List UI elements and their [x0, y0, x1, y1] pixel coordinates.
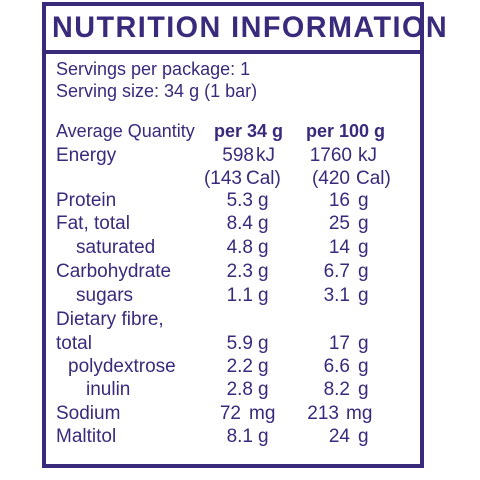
per-100g-value: 24 [328, 426, 350, 447]
per-100g-value: 3.1 [323, 285, 350, 306]
row-label: total [56, 333, 92, 354]
row-label: Dietary fibre, [56, 309, 164, 330]
per-100g-value: (420 [311, 168, 350, 189]
panel-title: NUTRITION INFORMATION [52, 11, 449, 44]
per-serving-value: 2.2 [226, 356, 253, 377]
row-label: Fat, total [56, 213, 130, 234]
per-100g-unit: Cal) [356, 168, 391, 189]
per-serving-value: 1.1 [226, 285, 253, 306]
per-serving-value: 8.4 [226, 213, 253, 234]
per-serving-unit: g [258, 356, 269, 377]
per-100g-unit: g [358, 356, 369, 377]
per-serving-unit: g [258, 213, 269, 234]
per-serving-value: 72 [219, 403, 241, 424]
per-100g-unit: mg [346, 403, 373, 424]
row-label: Energy [56, 145, 117, 166]
per-100g-value: 1760 [309, 145, 352, 166]
per-100g-value: 17 [328, 333, 350, 354]
per-100g-unit: g [358, 333, 369, 354]
servings-per-package: Servings per package: 1 [56, 59, 251, 79]
per-serving-unit: g [258, 285, 269, 306]
per-100g-unit: g [358, 213, 369, 234]
per-serving-value: 5.9 [226, 333, 253, 354]
per-100g-value: 14 [328, 237, 350, 258]
per-100g-value: 8.2 [323, 379, 350, 400]
per-100g-unit: g [358, 190, 369, 211]
per-serving-unit: g [258, 261, 269, 282]
per-serving-unit: g [258, 379, 269, 400]
per-serving-unit: Cal) [246, 168, 281, 189]
serving-size: Serving size: 34 g (1 bar) [56, 81, 258, 101]
row-label: polydextrose [68, 356, 176, 377]
row-label: inulin [86, 379, 131, 400]
row-label: Maltitol [56, 426, 117, 447]
per-100g-value: 25 [328, 213, 350, 234]
per-serving-unit: g [258, 237, 269, 258]
per-serving-unit: g [258, 190, 269, 211]
per-serving-value: 598 [222, 145, 254, 166]
row-label: Sodium [56, 403, 121, 424]
per-serving-unit: g [258, 333, 269, 354]
per-100g-unit: kJ [358, 145, 377, 166]
per-100g-unit: g [358, 285, 369, 306]
per-serving-value: 2.8 [226, 379, 253, 400]
nutrition-panel [42, 2, 424, 468]
row-label: saturated [76, 237, 156, 258]
row-label: sugars [76, 285, 134, 306]
per-100g-unit: g [358, 426, 369, 447]
per-serving-value: 8.1 [226, 426, 253, 447]
column-header-quantity: Average Quantity [56, 121, 195, 141]
per-serving-unit: kJ [256, 145, 275, 166]
per-serving-value: 2.3 [226, 261, 253, 282]
row-label: Carbohydrate [56, 261, 172, 282]
per-100g-value: 6.6 [323, 356, 350, 377]
column-header-per-100g: per 100 g [306, 121, 386, 141]
column-header-per-serving: per 34 g [214, 121, 284, 141]
per-serving-value: 5.3 [226, 190, 253, 211]
per-100g-unit: g [358, 237, 369, 258]
per-serving-unit: g [258, 426, 269, 447]
per-serving-value: 4.8 [226, 237, 253, 258]
per-100g-unit: g [358, 379, 369, 400]
per-serving-value: (143 [203, 168, 242, 189]
per-100g-value: 16 [328, 190, 350, 211]
title-divider [42, 50, 424, 54]
per-100g-unit: g [358, 261, 369, 282]
per-100g-value: 213 [307, 403, 339, 424]
row-label: Protein [56, 190, 117, 211]
per-serving-unit: mg [249, 403, 276, 424]
per-100g-value: 6.7 [323, 261, 350, 282]
